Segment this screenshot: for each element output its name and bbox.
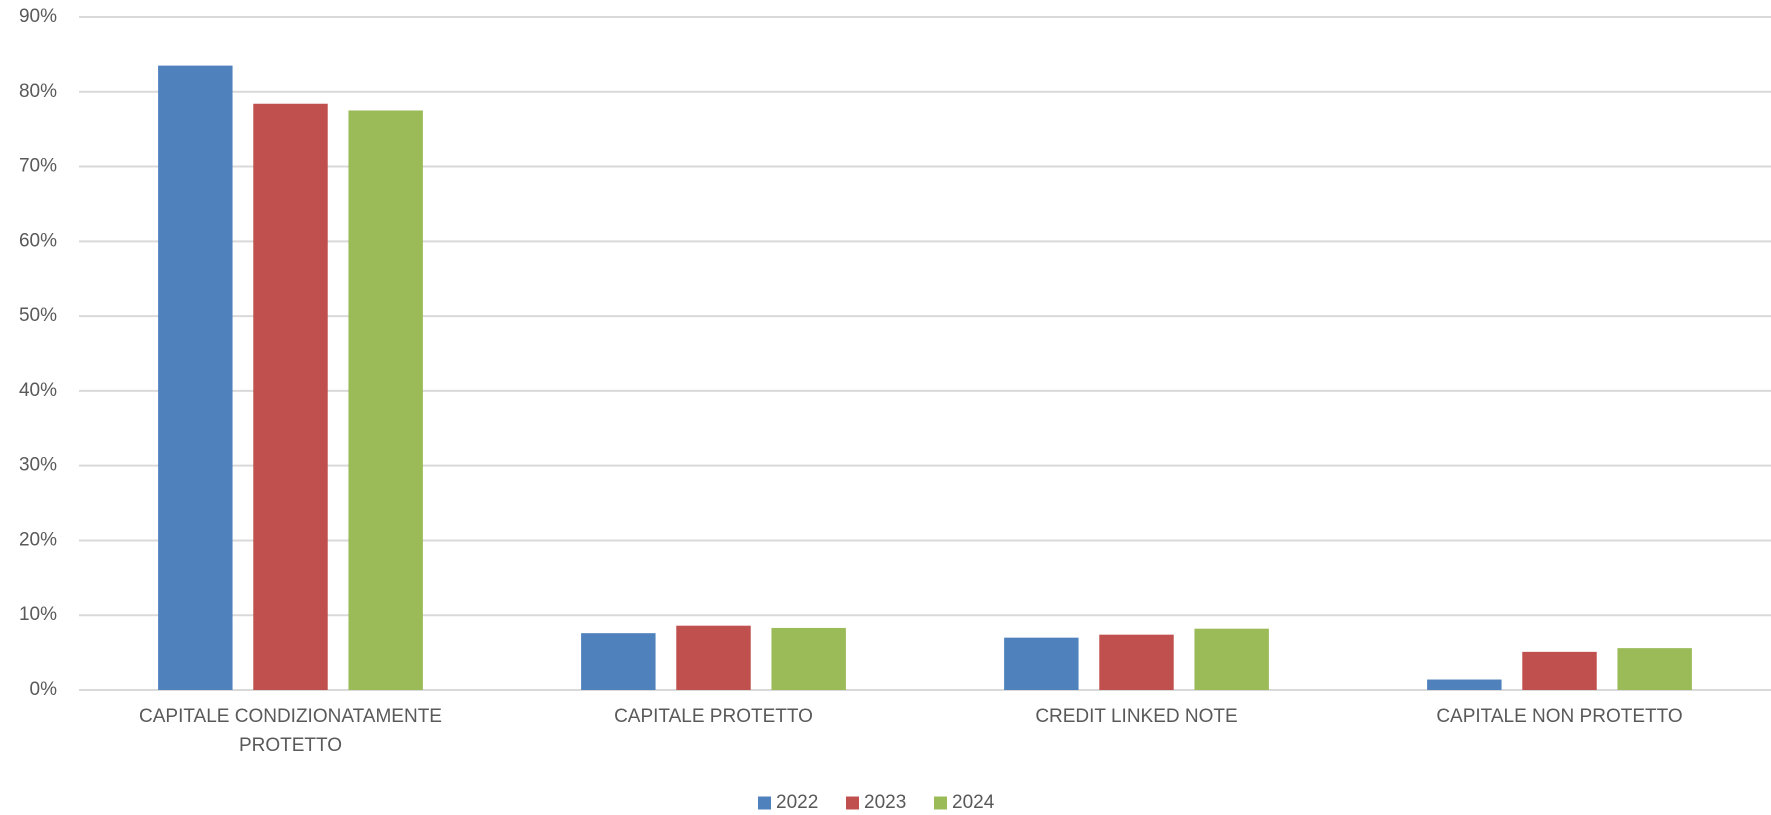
- bar: [348, 110, 423, 690]
- legend-label: 2023: [864, 792, 906, 813]
- x-tick-label: CAPITALE CONDIZIONATAMENTE PROTETTO: [139, 706, 442, 756]
- y-tick-label: 50%: [19, 305, 57, 326]
- legend-swatch: [758, 796, 771, 810]
- y-tick-label: 40%: [19, 380, 57, 401]
- legend-swatch: [846, 796, 859, 810]
- bar: [1099, 634, 1174, 690]
- y-tick-label: 80%: [19, 81, 57, 102]
- bar: [581, 633, 656, 690]
- legend-label: 2022: [776, 792, 818, 813]
- bar: [1427, 679, 1502, 690]
- bar: [1194, 628, 1269, 690]
- legend-swatch: [934, 796, 947, 810]
- bar: [771, 627, 846, 690]
- bar: [158, 65, 233, 691]
- y-tick-label: 30%: [19, 455, 57, 476]
- y-tick-label: 10%: [19, 604, 57, 625]
- x-tick-label: CREDIT LINKED NOTE: [1035, 706, 1238, 727]
- bar: [253, 103, 328, 690]
- bar: [1617, 648, 1692, 690]
- y-tick-label: 60%: [19, 230, 57, 251]
- bar: [676, 625, 751, 690]
- y-tick-label: 20%: [19, 529, 57, 550]
- legend-label: 2024: [952, 792, 995, 813]
- y-tick-label: 90%: [19, 6, 57, 27]
- bar: [1522, 651, 1597, 690]
- y-tick-label: 0%: [30, 679, 58, 700]
- bar: [1004, 637, 1079, 690]
- y-tick-label: 70%: [19, 156, 57, 177]
- x-tick-label: CAPITALE PROTETTO: [614, 706, 813, 727]
- x-tick-label: CAPITALE NON PROTETTO: [1436, 706, 1683, 727]
